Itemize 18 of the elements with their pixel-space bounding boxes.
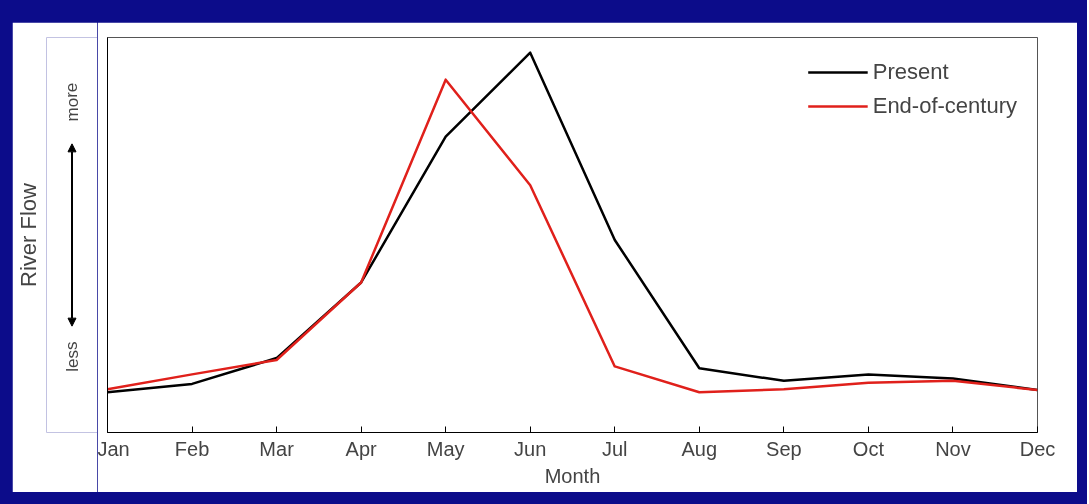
x-tick-label: Jun — [514, 437, 547, 460]
x-tick-label: Oct — [852, 437, 885, 460]
x-tick-label: Nov — [935, 437, 971, 460]
x-tick-label: Sep — [766, 437, 802, 460]
x-tick-label: Feb — [174, 437, 210, 460]
x-tick-label: May — [426, 437, 465, 460]
x-tick-label: Jul — [601, 437, 628, 460]
legend-label: Present — [872, 58, 949, 86]
legend-label: End-of-century — [872, 92, 1017, 120]
y-axis-title: River Flow — [15, 182, 41, 287]
x-axis-title: Month — [544, 464, 601, 487]
x-tick-label: Jan — [97, 437, 130, 460]
text: less — [62, 341, 82, 372]
x-tick-label: Dec — [1019, 437, 1056, 460]
x-tick-label: Apr — [345, 437, 378, 460]
text: more — [62, 82, 82, 122]
x-tick-label: Mar — [259, 437, 295, 460]
x-tick-label: Aug — [681, 437, 718, 460]
